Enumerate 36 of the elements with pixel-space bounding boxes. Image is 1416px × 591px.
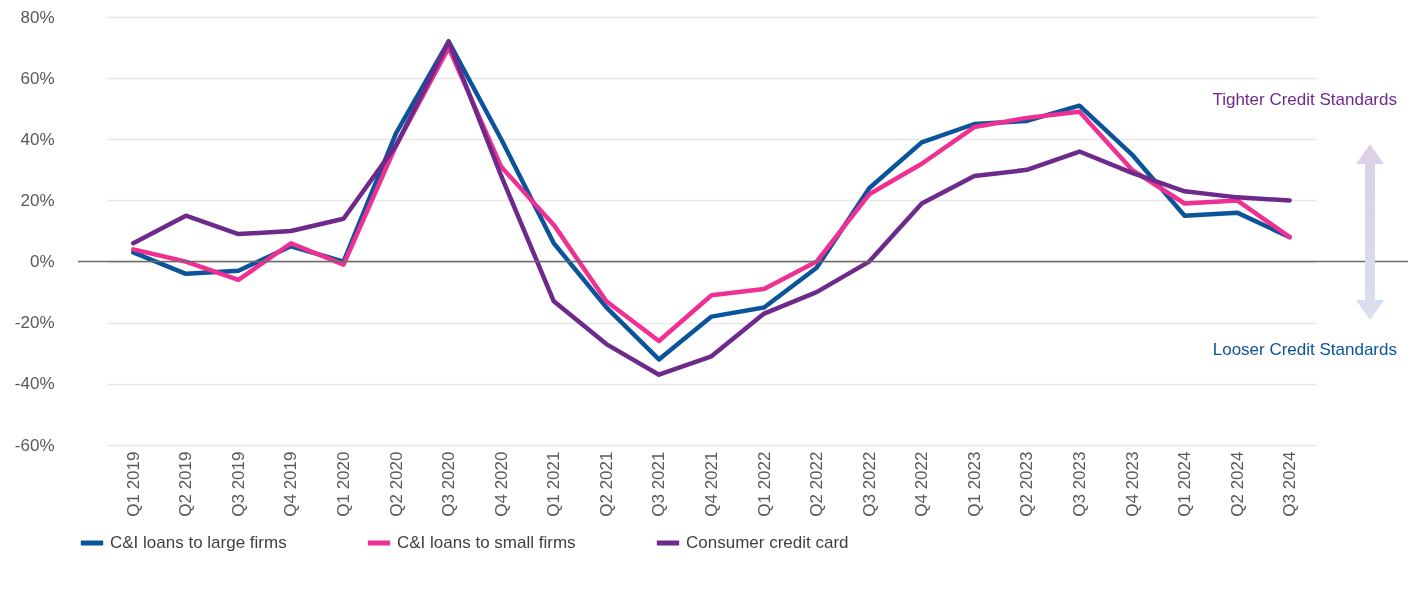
x-tick-label: Q4 2020 bbox=[491, 451, 511, 517]
y-tick-label: 40% bbox=[20, 129, 55, 149]
x-tick-label: Q4 2019 bbox=[281, 451, 301, 517]
legend-label: C&I loans to large firms bbox=[110, 533, 287, 552]
x-tick-label: Q2 2020 bbox=[386, 451, 406, 517]
x-tick-label: Q4 2023 bbox=[1122, 451, 1142, 517]
y-tick-label: 20% bbox=[20, 190, 55, 210]
x-tick-label: Q2 2021 bbox=[596, 451, 616, 517]
x-tick-label: Q1 2023 bbox=[964, 451, 984, 517]
y-tick-label: -40% bbox=[14, 374, 55, 394]
y-tick-label: -20% bbox=[14, 313, 55, 333]
x-tick-label: Q1 2019 bbox=[123, 451, 143, 517]
x-tick-label: Q3 2024 bbox=[1280, 451, 1300, 517]
x-tick-label: Q2 2024 bbox=[1227, 451, 1247, 517]
y-tick-label: -60% bbox=[14, 435, 55, 455]
x-tick-label: Q2 2023 bbox=[1017, 451, 1037, 517]
x-tick-label: Q3 2023 bbox=[1069, 451, 1089, 517]
x-tick-label: Q3 2022 bbox=[859, 451, 879, 517]
x-tick-label: Q1 2024 bbox=[1175, 451, 1195, 517]
annotation: Looser Credit Standards bbox=[1212, 340, 1397, 360]
x-tick-label: Q3 2021 bbox=[649, 451, 669, 517]
legend-label: Consumer credit card bbox=[686, 533, 849, 552]
x-tick-label: Q3 2020 bbox=[439, 451, 459, 517]
x-tick-label: Q2 2019 bbox=[176, 451, 196, 517]
x-tick-label: Q3 2019 bbox=[228, 451, 248, 517]
y-tick-label: 80% bbox=[20, 7, 55, 27]
annotation: Tighter Credit Standards bbox=[1212, 90, 1397, 110]
y-tick-label: 0% bbox=[29, 252, 55, 272]
x-tick-label: Q2 2022 bbox=[807, 451, 827, 517]
y-tick-label: 60% bbox=[20, 68, 55, 88]
x-tick-label: Q1 2022 bbox=[754, 451, 774, 517]
x-tick-label: Q4 2022 bbox=[912, 451, 932, 517]
x-tick-label: Q4 2021 bbox=[702, 451, 721, 517]
x-tick-label: Q1 2020 bbox=[334, 451, 354, 517]
x-tick-label: Q1 2021 bbox=[544, 451, 564, 517]
legend-label: C&I loans to small firms bbox=[397, 533, 576, 552]
